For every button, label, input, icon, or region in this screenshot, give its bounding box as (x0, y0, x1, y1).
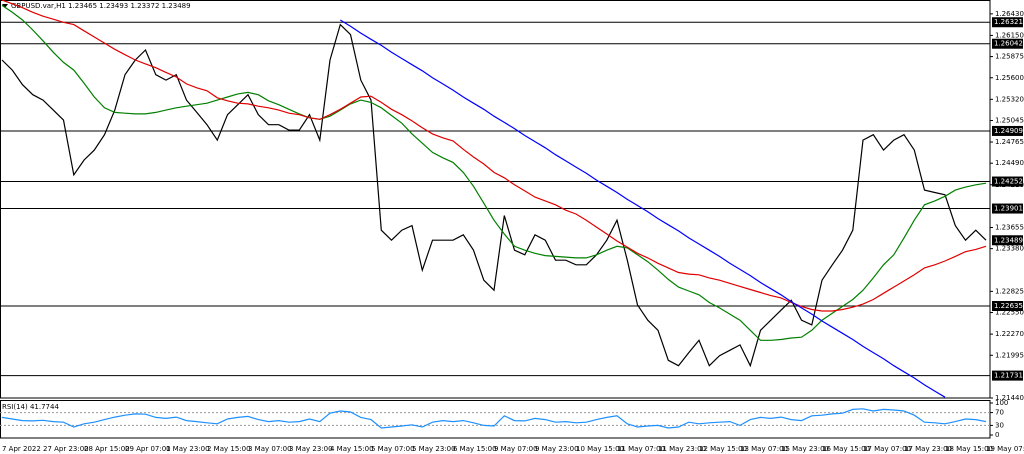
y-tick-label: 1.22825 (995, 287, 1024, 295)
chart-title: GBPUSD.var,H1 1.23465 1.23493 1.23372 1.… (11, 2, 191, 10)
level-label: 1.24252 (994, 178, 1023, 186)
series-line (1, 0, 987, 312)
level-label-box (992, 301, 1023, 312)
x-tick-label: 2 May 15:00 (207, 445, 251, 453)
level-label: 1.23901 (994, 205, 1023, 213)
x-tick-label: 17 May 23:00 (904, 445, 952, 453)
x-tick-label: 1 May 23:00 (166, 445, 210, 453)
y-tick-label: 1.23380 (995, 245, 1024, 253)
x-tick-label: 12 May 15:00 (699, 445, 747, 453)
x-tick-label: 3 May 23:00 (289, 445, 333, 453)
x-tick-label: 11 May 07:00 (617, 445, 665, 453)
price-panel (0, 0, 991, 399)
level-label-box (992, 203, 1023, 214)
y-tick-label: 1.25600 (995, 74, 1024, 82)
x-tick-label: 17 May 07:00 (863, 445, 911, 453)
y-tick-label: 1.26430 (995, 10, 1024, 18)
y-tick-label: 70 (995, 409, 1004, 417)
level-label: 1.21731 (994, 372, 1023, 380)
series-line (339, 19, 946, 398)
x-tick-label: 5 May 23:00 (412, 445, 456, 453)
x-tick-label: 5 May 07:00 (371, 445, 415, 453)
rsi-panel (0, 400, 991, 439)
series-line (1, 408, 987, 429)
x-tick-label: 11 May 23:00 (658, 445, 706, 453)
x-tick-label: 3 May 07:00 (248, 445, 292, 453)
level-label-box (992, 17, 1023, 28)
y-tick-label: 1.21440 (995, 394, 1024, 402)
x-tick-label: 4 May 15:00 (330, 445, 374, 453)
x-tick-label: 27 Apr 23:00 (43, 445, 89, 453)
level-label: 1.26321 (994, 18, 1023, 26)
x-tick-label: 9 May 07:00 (494, 445, 538, 453)
level-label-box (992, 370, 1023, 381)
price-label-box (992, 235, 1023, 246)
y-tick-label: 1.22270 (995, 330, 1024, 338)
y-tick-label: 1.24490 (995, 159, 1024, 167)
y-tick-label: 0 (995, 431, 999, 439)
y-tick-label: 1.23655 (995, 223, 1024, 231)
x-tick-label: 13 May 07:00 (740, 445, 788, 453)
y-tick-label: 1.25320 (995, 95, 1024, 103)
x-tick-label: 15 May 23:00 (781, 445, 829, 453)
menu-icon[interactable] (2, 4, 8, 8)
level-label: 1.24909 (994, 127, 1023, 135)
level-label: 1.26042 (994, 40, 1023, 48)
y-tick-label: 30 (995, 421, 1004, 429)
x-tick-label: 6 May 15:00 (453, 445, 497, 453)
x-tick-label: 9 May 23:00 (535, 445, 579, 453)
level-label-box (992, 38, 1023, 49)
x-tick-label: 19 May 07:00 (986, 445, 1024, 453)
y-tick-label: 1.22550 (995, 309, 1024, 317)
x-tick-label: 18 May 15:00 (945, 445, 993, 453)
price-label: 1.23489 (994, 236, 1023, 244)
level-label-box (992, 176, 1023, 187)
x-tick-label: 10 May 15:00 (576, 445, 624, 453)
y-tick-label: 1.25875 (995, 53, 1024, 61)
y-tick-label: 1.21995 (995, 351, 1024, 359)
x-tick-label: 16 May 15:00 (822, 445, 870, 453)
x-tick-label: 28 Apr 15:00 (84, 445, 130, 453)
level-label: 1.22635 (994, 302, 1023, 310)
y-tick-label: 1.26150 (995, 31, 1024, 39)
series-line (1, 23, 987, 368)
y-tick-label: 1.25045 (995, 116, 1024, 124)
series-line (1, 4, 987, 341)
x-tick-label: 7 Apr 2022 (2, 445, 41, 453)
x-tick-label: 29 Apr 07:00 (125, 445, 171, 453)
y-tick-label: 1.24765 (995, 138, 1024, 146)
level-label-box (992, 125, 1023, 136)
y-tick-label: 100 (995, 399, 1008, 407)
rsi-title: RSI(14) 41.7744 (2, 403, 59, 411)
